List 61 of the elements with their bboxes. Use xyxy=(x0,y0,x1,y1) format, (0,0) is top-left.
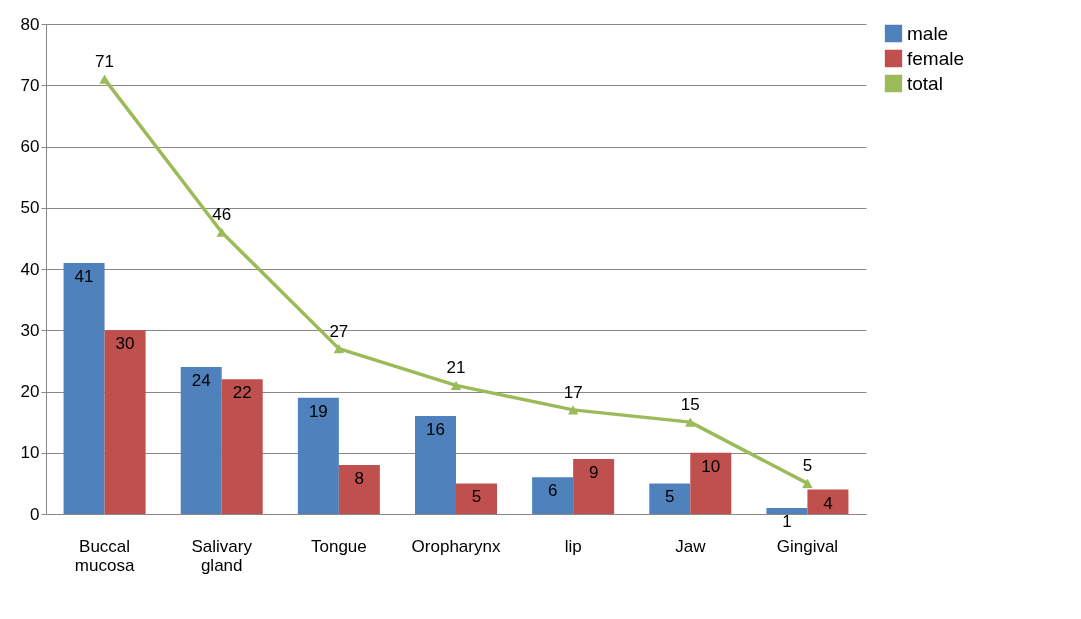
legend-label: total xyxy=(907,72,943,94)
x-tick-label: lip xyxy=(564,536,582,556)
point xyxy=(450,380,462,390)
data-label: 4 xyxy=(823,493,833,513)
x-tick-label: Salivary gland xyxy=(191,536,253,575)
x-tick-label: Jaw xyxy=(675,536,707,556)
data-label: 41 xyxy=(74,266,94,286)
bar xyxy=(532,477,574,514)
point xyxy=(685,417,696,427)
bar xyxy=(415,416,456,514)
data-label: 6 xyxy=(547,481,558,501)
x-tick-label: Oropharynx xyxy=(411,536,501,556)
data-label: 8 xyxy=(354,469,365,488)
x-tick-label: Gingival xyxy=(776,536,839,556)
bar xyxy=(63,262,105,514)
y-tick-label: 10 xyxy=(20,443,40,463)
point xyxy=(99,74,110,84)
y-tick-label: 50 xyxy=(20,198,40,218)
point xyxy=(802,478,813,488)
point xyxy=(333,344,345,354)
bar xyxy=(690,452,732,514)
bar xyxy=(104,330,146,514)
data-label: 17 xyxy=(563,382,583,402)
bar xyxy=(766,507,808,514)
bar xyxy=(338,465,380,514)
y-tick-label: 70 xyxy=(20,75,40,95)
x-tick-label: Tongue xyxy=(310,536,367,556)
y-tick-label: 20 xyxy=(20,382,40,401)
y-tick-label: 30 xyxy=(20,320,40,340)
bar xyxy=(456,483,497,514)
y-tick-label: 0 xyxy=(30,504,40,524)
point xyxy=(567,405,579,415)
data-label: 9 xyxy=(588,462,599,482)
data-label: 5 xyxy=(471,487,482,507)
data-label: 46 xyxy=(212,205,232,225)
data-label: 15 xyxy=(680,395,700,415)
y-tick-label: 40 xyxy=(20,259,40,279)
bar xyxy=(649,483,691,514)
data-label: 21 xyxy=(446,358,466,378)
data-label: 19 xyxy=(308,401,328,421)
bar xyxy=(573,458,615,514)
data-label: 1 xyxy=(782,511,792,531)
data-label: 22 xyxy=(232,383,252,403)
x-tick-label: Buccal mucosa xyxy=(74,536,135,575)
bar xyxy=(180,367,222,514)
y-tick-label: 60 xyxy=(20,137,40,156)
y-tick-label: 80 xyxy=(20,14,40,34)
data-label: 71 xyxy=(95,52,115,72)
point xyxy=(216,227,227,237)
data-label: 30 xyxy=(115,334,135,354)
data-label: 27 xyxy=(329,321,349,341)
bar xyxy=(221,379,263,514)
legend-label: female xyxy=(907,47,965,69)
data-label: 10 xyxy=(701,456,721,476)
data-label: 5 xyxy=(802,456,813,476)
bar xyxy=(297,397,339,514)
legend-label: male xyxy=(907,22,949,44)
data-label: 5 xyxy=(665,487,675,507)
data-label: 24 xyxy=(191,371,211,390)
data-label: 16 xyxy=(426,420,445,439)
bar xyxy=(807,489,849,514)
